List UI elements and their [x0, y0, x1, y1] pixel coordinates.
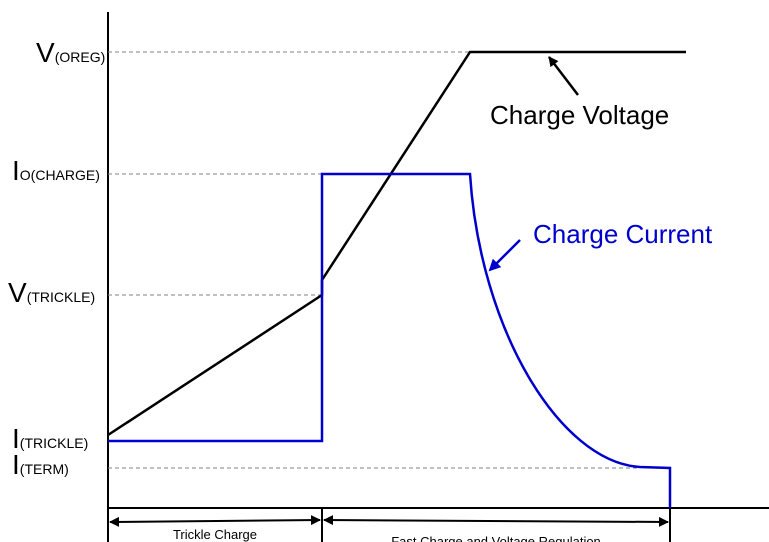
phase-label: Fast Charge and Voltage Regulation: [391, 534, 601, 542]
annotation: Charge Voltage: [490, 100, 669, 130]
annotation: Charge Current: [533, 219, 713, 249]
annotation-arrow: [488, 239, 521, 272]
phase-arrow: [109, 515, 321, 527]
phase-label: Trickle Charge: [173, 527, 257, 542]
level-label: IO(CHARGE): [12, 155, 100, 186]
annotation-arrow: [548, 56, 579, 96]
level-label: I(TERM): [12, 449, 69, 480]
level-label: V(TRICKLE): [8, 277, 95, 308]
level-label: V(OREG): [36, 37, 105, 68]
level-label: I(TRICKLE): [12, 423, 88, 454]
current-curve: [108, 172, 672, 508]
phase-arrow: [323, 515, 669, 527]
